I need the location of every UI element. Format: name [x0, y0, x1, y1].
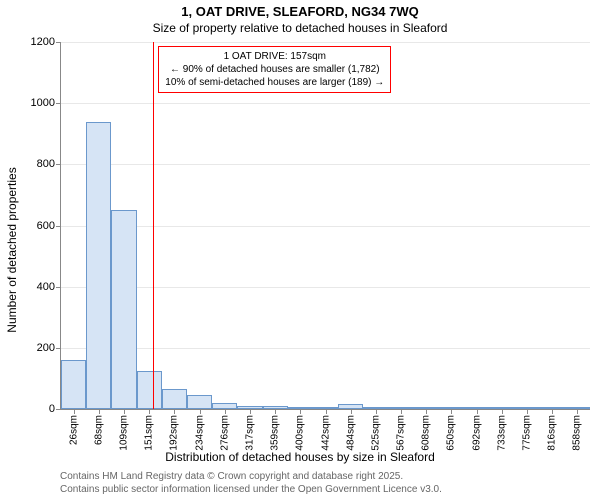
- x-tick-label: 484sqm: [345, 415, 356, 451]
- histogram-bar: [111, 210, 136, 409]
- y-tick-label: 600: [37, 220, 55, 232]
- histogram-bar: [565, 407, 590, 409]
- y-tick-label: 800: [37, 158, 55, 170]
- x-axis-label: Distribution of detached houses by size …: [0, 450, 600, 464]
- x-tick: [426, 409, 427, 414]
- x-tick-label: 400sqm: [295, 415, 306, 451]
- histogram-bar: [514, 407, 539, 409]
- y-tick: [56, 409, 61, 410]
- x-tick: [451, 409, 452, 414]
- x-tick: [477, 409, 478, 414]
- y-tick: [56, 348, 61, 349]
- x-tick-label: 858sqm: [572, 415, 583, 451]
- x-tick: [527, 409, 528, 414]
- y-tick: [56, 103, 61, 104]
- marker-line: [153, 42, 154, 409]
- histogram-bar: [137, 371, 162, 409]
- x-tick-label: 359sqm: [270, 415, 281, 451]
- x-tick: [275, 409, 276, 414]
- histogram-bar: [464, 407, 489, 409]
- grid-line: [61, 348, 590, 349]
- x-tick: [74, 409, 75, 414]
- grid-line: [61, 164, 590, 165]
- y-tick-label: 400: [37, 281, 55, 293]
- x-tick: [174, 409, 175, 414]
- info-box: 1 OAT DRIVE: 157sqm ← 90% of detached ho…: [158, 46, 391, 93]
- x-tick-label: 276sqm: [219, 415, 230, 451]
- x-tick-label: 234sqm: [194, 415, 205, 451]
- histogram-bar: [61, 360, 86, 409]
- x-tick: [502, 409, 503, 414]
- x-tick-label: 151sqm: [144, 415, 155, 451]
- x-tick: [401, 409, 402, 414]
- y-tick: [56, 287, 61, 288]
- x-tick-label: 109sqm: [118, 415, 129, 451]
- histogram-bar: [439, 407, 464, 409]
- x-tick: [99, 409, 100, 414]
- grid-line: [61, 287, 590, 288]
- histogram-bar: [540, 407, 565, 409]
- histogram-bar: [363, 407, 388, 409]
- x-tick: [200, 409, 201, 414]
- x-tick-label: 567sqm: [396, 415, 407, 451]
- x-tick-label: 733sqm: [496, 415, 507, 451]
- histogram-bar: [187, 395, 212, 409]
- x-tick: [351, 409, 352, 414]
- y-tick-label: 0: [49, 403, 55, 415]
- x-tick: [124, 409, 125, 414]
- histogram-bar: [414, 407, 439, 409]
- grid-line: [61, 103, 590, 104]
- y-tick-label: 1200: [31, 36, 55, 48]
- x-tick-label: 525sqm: [370, 415, 381, 451]
- x-tick-label: 68sqm: [93, 415, 104, 445]
- grid-line: [61, 42, 590, 43]
- y-tick-label: 200: [37, 342, 55, 354]
- x-tick-label: 608sqm: [421, 415, 432, 451]
- histogram-bar: [288, 407, 313, 409]
- x-tick: [250, 409, 251, 414]
- x-tick-label: 650sqm: [446, 415, 457, 451]
- x-tick: [577, 409, 578, 414]
- footer-line-1: Contains HM Land Registry data © Crown c…: [60, 471, 403, 482]
- x-tick-label: 26sqm: [68, 415, 79, 445]
- grid-line: [61, 226, 590, 227]
- x-tick: [300, 409, 301, 414]
- histogram-chart: 1, OAT DRIVE, SLEAFORD, NG34 7WQ Size of…: [0, 0, 600, 500]
- y-tick: [56, 164, 61, 165]
- y-tick: [56, 42, 61, 43]
- info-line-3: 10% of semi-detached houses are larger (…: [165, 76, 384, 89]
- info-line-1: 1 OAT DRIVE: 157sqm: [165, 50, 384, 63]
- histogram-bar: [313, 407, 338, 409]
- x-tick: [552, 409, 553, 414]
- y-axis-label: Number of detached properties: [5, 167, 19, 332]
- x-tick-label: 192sqm: [169, 415, 180, 451]
- histogram-bar: [263, 406, 288, 409]
- chart-title: 1, OAT DRIVE, SLEAFORD, NG34 7WQ: [0, 4, 600, 19]
- histogram-bar: [86, 122, 111, 409]
- y-tick-label: 1000: [31, 97, 55, 109]
- histogram-bar: [338, 404, 363, 410]
- histogram-bar: [237, 406, 262, 409]
- x-tick: [376, 409, 377, 414]
- histogram-bar: [212, 403, 237, 409]
- x-tick: [225, 409, 226, 414]
- info-line-2: ← 90% of detached houses are smaller (1,…: [165, 63, 384, 76]
- x-tick-label: 775sqm: [522, 415, 533, 451]
- x-tick-label: 317sqm: [244, 415, 255, 451]
- plot-area: 1 OAT DRIVE: 157sqm ← 90% of detached ho…: [60, 42, 590, 410]
- histogram-bar: [388, 407, 413, 409]
- x-tick: [149, 409, 150, 414]
- x-tick-label: 442sqm: [320, 415, 331, 451]
- y-tick: [56, 226, 61, 227]
- chart-subtitle: Size of property relative to detached ho…: [0, 21, 600, 35]
- histogram-bar: [489, 407, 514, 409]
- x-tick-label: 692sqm: [471, 415, 482, 451]
- x-tick-label: 816sqm: [547, 415, 558, 451]
- x-tick: [326, 409, 327, 414]
- histogram-bar: [162, 389, 187, 409]
- footer-line-2: Contains public sector information licen…: [60, 484, 442, 495]
